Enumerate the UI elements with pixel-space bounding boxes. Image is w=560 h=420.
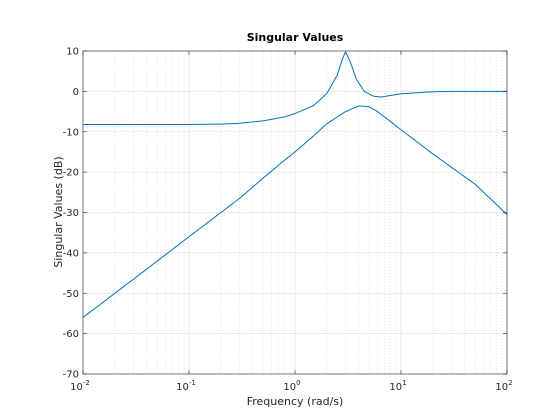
y-tick-label: -50: [63, 289, 79, 300]
y-tick-label: -10: [63, 127, 79, 138]
chart-title: Singular Values: [247, 31, 344, 44]
y-tick-label: -20: [63, 168, 79, 179]
y-tick-label: -30: [63, 208, 79, 219]
y-tick-label: -70: [63, 370, 79, 381]
y-axis-label: Singular Values (dB): [52, 156, 65, 267]
series-layer: [82, 51, 508, 318]
x-tick-label: 101: [389, 379, 406, 393]
y-tick-label: -60: [63, 329, 79, 340]
singular-value-curve-1: [83, 51, 507, 125]
x-tick-label: 100: [283, 379, 300, 393]
x-axis-label: Frequency (rad/s): [247, 395, 344, 408]
x-tick-label: 10-2: [70, 379, 90, 393]
x-tick-label: 10-1: [176, 379, 196, 393]
x-tick-label: 102: [495, 379, 512, 393]
y-tick-label: -40: [63, 248, 79, 259]
singular-value-curve-2: [82, 105, 508, 318]
y-tick-label: 0: [73, 87, 79, 98]
y-tick-label: 10: [66, 47, 79, 58]
ticks: 10-2 10-1 100 101 102100-10-20-30-40-50-60-7…: [63, 47, 513, 394]
